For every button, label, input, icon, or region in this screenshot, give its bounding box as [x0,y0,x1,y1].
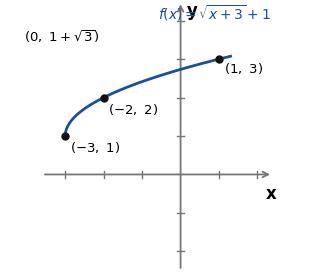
Text: $(-2,\ 2)$: $(-2,\ 2)$ [107,102,158,117]
Text: $f(x)=\sqrt{x+3}+1$: $f(x)=\sqrt{x+3}+1$ [158,3,271,23]
Text: $\mathbf{x}$: $\mathbf{x}$ [265,185,277,203]
Text: $(-3,\ 1)$: $(-3,\ 1)$ [70,140,120,155]
Text: $\mathbf{y}$: $\mathbf{y}$ [186,4,199,23]
Text: $(1,\ 3)$: $(1,\ 3)$ [224,61,263,76]
Text: $(0,\ 1+\sqrt{3})$: $(0,\ 1+\sqrt{3})$ [24,28,100,45]
